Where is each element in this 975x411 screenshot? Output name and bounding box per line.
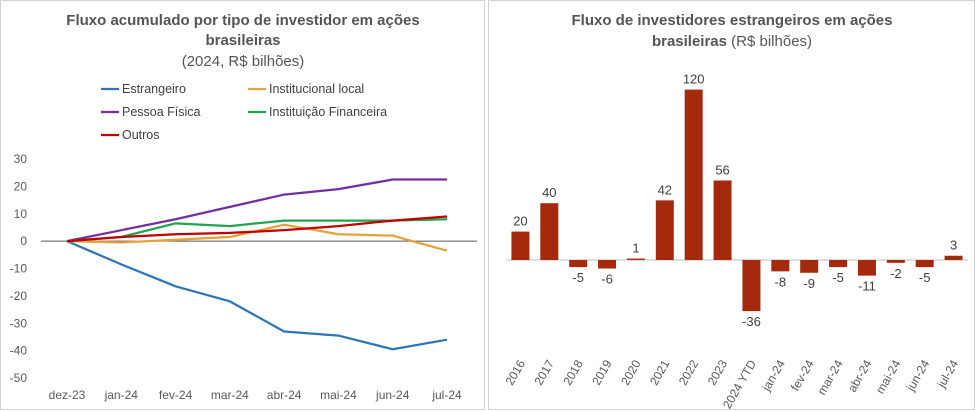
x-tick-label: jan-24 (104, 388, 139, 402)
x-tick-label: abr-24 (845, 357, 875, 394)
bar-value-label: -2 (890, 266, 902, 281)
bar (771, 260, 790, 272)
legend-label: Pessoa Física (122, 105, 201, 119)
bar (540, 203, 559, 260)
bar-value-label: 3 (950, 238, 957, 253)
legend-label: Institucional local (269, 82, 364, 96)
x-tick-label: 2017 (531, 357, 557, 387)
bar-value-label: -6 (601, 272, 613, 287)
y-tick-label: -20 (10, 289, 28, 303)
bar-value-label: -5 (572, 270, 584, 285)
series-line-4 (66, 215, 448, 243)
legend-label: Estrangeiro (122, 82, 186, 96)
bar (511, 231, 530, 260)
chart-title-units: (R$ bilhões) (727, 33, 812, 50)
x-tick-label: mai-24 (320, 388, 357, 402)
bar-value-label: 120 (683, 72, 705, 87)
x-tick-label: 2019 (589, 357, 615, 387)
series-line-0 (66, 240, 448, 351)
legend-label: Outros (122, 128, 160, 142)
chart-legend: Estrangeiro Institucional local Pessoa Fís… (101, 82, 387, 142)
bar-value-label: 56 (715, 162, 729, 177)
x-tick-label: 2023 (705, 357, 731, 387)
x-tick-label: mar-24 (815, 357, 846, 397)
bar (684, 89, 703, 260)
x-tick-label: abr-24 (267, 388, 302, 402)
x-tick-label: 2018 (560, 357, 586, 387)
bar (626, 258, 645, 260)
y-tick-label: 0 (20, 234, 27, 248)
bar (800, 260, 819, 273)
x-tick-label: fev-24 (788, 357, 817, 393)
bar (742, 260, 761, 312)
bar (915, 260, 934, 268)
x-tick-label: jul-24 (934, 357, 961, 391)
bar (713, 180, 732, 260)
cumulative-flow-chart-panel: Fluxo acumulado por tipo de investidor e… (0, 0, 485, 410)
series-line-2 (66, 178, 447, 243)
bar-value-label: 1 (632, 241, 639, 256)
x-tick-label: jul-24 (431, 388, 462, 402)
bar-value-label: -9 (803, 276, 815, 291)
chart-title-line1: Fluxo de investidores estrangeiros em aç… (572, 12, 893, 29)
x-tick-label: jan-24 (759, 357, 788, 394)
x-tick-label: 2020 (618, 357, 644, 387)
x-tick-label: 2022 (676, 357, 702, 387)
chart-title-bold: brasileiras (652, 33, 727, 50)
chart-title-line2: brasileiras (R$ bilhões) (652, 33, 812, 50)
y-tick-label: -30 (10, 316, 28, 330)
bar-value-label: 20 (513, 214, 527, 229)
foreign-flow-chart: Fluxo de investidores estrangeiros em aç… (503, 12, 968, 411)
x-tick-label: mai-24 (873, 357, 904, 396)
bar-value-label: 42 (658, 182, 672, 197)
x-tick-label: 2021 (647, 357, 673, 387)
cumulative-flow-chart: Fluxo acumulado por tipo de investidor e… (10, 12, 477, 402)
bar (569, 260, 588, 268)
chart-bars: 20 40 -5 -6 1 42 120 56 -36 -8 -9 -5 -11 -2 -5 3 (511, 72, 963, 329)
bar (829, 260, 848, 268)
foreign-flow-chart-panel: Fluxo de investidores estrangeiros em aç… (488, 0, 975, 411)
x-tick-label: jun-24 (903, 357, 932, 394)
x-tick-label: jun-24 (375, 388, 410, 402)
bar (857, 260, 876, 276)
bar-value-label: -5 (919, 270, 931, 285)
chart-title-line2: brasileiras (205, 32, 280, 49)
bar (886, 260, 905, 263)
y-tick-label: -40 (10, 344, 28, 358)
x-tick-label: 2016 (503, 357, 529, 387)
legend-label: Instituição Financeira (269, 105, 387, 119)
x-tick-label: fev-24 (159, 388, 193, 402)
x-tick-label: mar-24 (211, 388, 249, 402)
y-tick-label: 10 (14, 207, 28, 221)
y-tick-label: -10 (10, 262, 28, 276)
bar-value-label: -11 (858, 279, 876, 294)
bar-value-label: -36 (742, 314, 761, 329)
chart-series-lines (66, 178, 448, 351)
y-tick-label: 30 (14, 152, 28, 166)
chart-subtitle: (2024, R$ bilhões) (182, 53, 305, 70)
y-tick-label: -50 (10, 371, 28, 385)
bar-value-label: -8 (775, 274, 787, 289)
bar (598, 260, 617, 269)
bar-value-label: -5 (832, 270, 844, 285)
bar-value-label: 40 (542, 185, 556, 200)
x-tick-label: dez-23 (49, 388, 86, 402)
bar (655, 200, 674, 260)
y-tick-label: 20 (14, 179, 28, 193)
bar (944, 255, 963, 260)
chart-axes: 30 20 10 0 -10 -20 -30 -40 -50 dez-23 jan-24 fev-24… (10, 152, 477, 402)
chart-title-line1: Fluxo acumulado por tipo de investidor e… (66, 12, 419, 29)
